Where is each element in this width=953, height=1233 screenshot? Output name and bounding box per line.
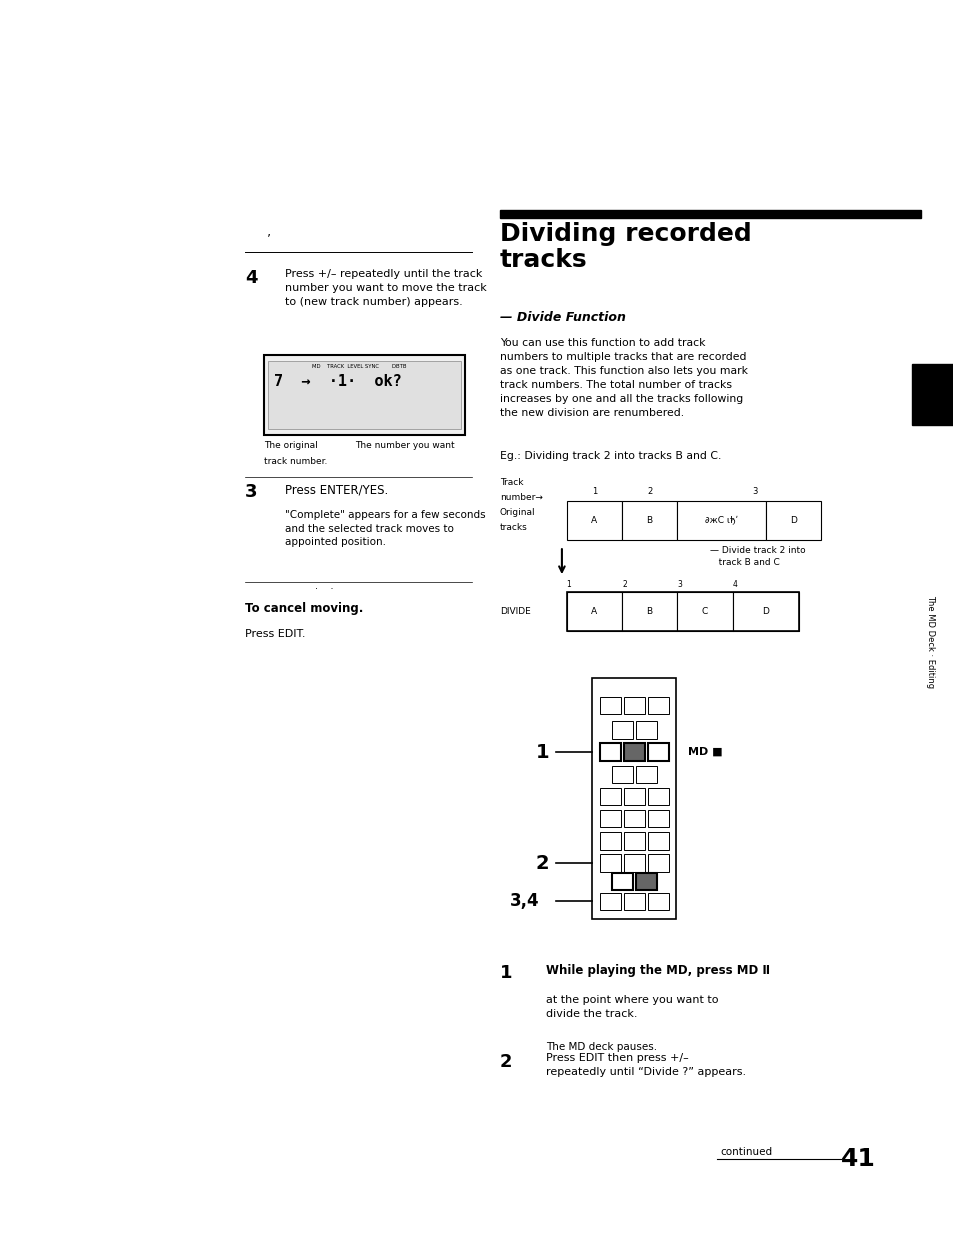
Bar [599,743,620,761]
Bar [647,788,668,805]
Bar [623,832,644,850]
Text: ∂жC ιђʹ: ∂жC ιђʹ [704,515,738,525]
Bar [623,854,644,872]
Bar [647,697,668,714]
Text: Press ENTER/YES.: Press ENTER/YES. [285,483,388,497]
Bar [611,766,632,783]
Bar [599,788,620,805]
Text: tracks: tracks [499,523,527,531]
Bar [566,501,621,540]
Bar [599,854,620,872]
Text: 3: 3 [751,487,757,496]
Text: B: B [646,515,652,525]
Text: MD    TRACK  LEVEL SYNC        DBTB: MD TRACK LEVEL SYNC DBTB [312,364,406,369]
Text: 7  →  ·1·  ok?: 7 → ·1· ok? [274,374,401,388]
Bar [264,355,464,435]
Text: The number you want: The number you want [355,441,454,450]
Bar [621,501,677,540]
Text: — Divide Function: — Divide Function [499,311,625,324]
Bar [621,592,677,631]
Bar [647,832,668,850]
Bar [677,501,765,540]
Text: The MD Deck · Editing: The MD Deck · Editing [924,594,934,688]
Text: at the point where you want to
divide the track.: at the point where you want to divide th… [545,995,718,1018]
Bar [635,766,656,783]
Text: 41: 41 [841,1147,876,1170]
Bar [635,873,656,890]
Text: Press +/– repeatedly until the track
number you want to move the track
to (new t: Press +/– repeatedly until the track num… [285,269,486,307]
Bar [623,810,644,827]
Text: Original: Original [499,508,535,517]
Bar [499,210,920,218]
Bar [623,743,644,761]
Bar [268,361,460,429]
Bar [647,810,668,827]
Text: continued: continued [720,1147,772,1157]
Text: "Complete" appears for a few seconds
and the selected track moves to
appointed p: "Complete" appears for a few seconds and… [285,510,485,547]
Text: You can use this function to add track
numbers to multiple tracks that are recor: You can use this function to add track n… [499,338,747,418]
Bar [647,893,668,910]
Text: ·    ·: · · [314,584,334,594]
Text: Press EDIT.: Press EDIT. [245,629,305,639]
Text: The MD deck pauses.: The MD deck pauses. [545,1042,656,1052]
Bar [566,592,799,631]
Text: 1: 1 [499,964,512,983]
Text: number→: number→ [499,493,542,502]
Text: 3,4: 3,4 [510,893,539,910]
Text: D: D [761,607,768,616]
Text: 3: 3 [677,581,681,589]
Text: The original: The original [264,441,317,450]
Bar [566,592,621,631]
Text: ’: ’ [267,232,271,245]
Text: 1: 1 [536,742,549,762]
Text: 4: 4 [245,269,257,287]
Bar [765,501,821,540]
Bar [592,678,676,919]
Text: 1: 1 [566,581,571,589]
Bar [611,873,632,890]
Bar [623,697,644,714]
Bar [647,743,668,761]
Text: Dividing recorded
tracks: Dividing recorded tracks [499,222,751,271]
Text: 2: 2 [536,853,549,873]
Text: track number.: track number. [264,457,327,466]
Bar [677,592,732,631]
Text: 2: 2 [621,581,626,589]
Bar [911,364,953,425]
Bar [599,810,620,827]
Bar [599,697,620,714]
Text: 3: 3 [245,483,257,502]
Bar [732,592,799,631]
Bar [599,832,620,850]
Bar [635,721,656,739]
Bar [599,893,620,910]
Text: A: A [591,607,597,616]
Text: 2: 2 [499,1053,512,1071]
Text: Press EDIT then press +/–
repeatedly until “Divide ?” appears.: Press EDIT then press +/– repeatedly unt… [545,1053,745,1076]
Text: 2: 2 [646,487,652,496]
Text: 4: 4 [732,581,737,589]
Bar [647,854,668,872]
Text: 1: 1 [591,487,597,496]
Text: While playing the MD, press MD Ⅱ: While playing the MD, press MD Ⅱ [545,964,769,978]
Text: Track: Track [499,478,523,487]
Text: B: B [646,607,652,616]
Bar [623,893,644,910]
Text: C: C [701,607,707,616]
Text: A: A [591,515,597,525]
Bar [611,721,632,739]
Text: — Divide track 2 into
   track B and C: — Divide track 2 into track B and C [709,546,804,567]
Text: To cancel moving.: To cancel moving. [245,602,363,615]
Text: Eg.: Dividing track 2 into tracks B and C.: Eg.: Dividing track 2 into tracks B and … [499,451,720,461]
Text: MD ■: MD ■ [687,747,721,757]
Text: D: D [789,515,796,525]
Text: DIVIDE: DIVIDE [499,607,530,615]
Bar [623,788,644,805]
